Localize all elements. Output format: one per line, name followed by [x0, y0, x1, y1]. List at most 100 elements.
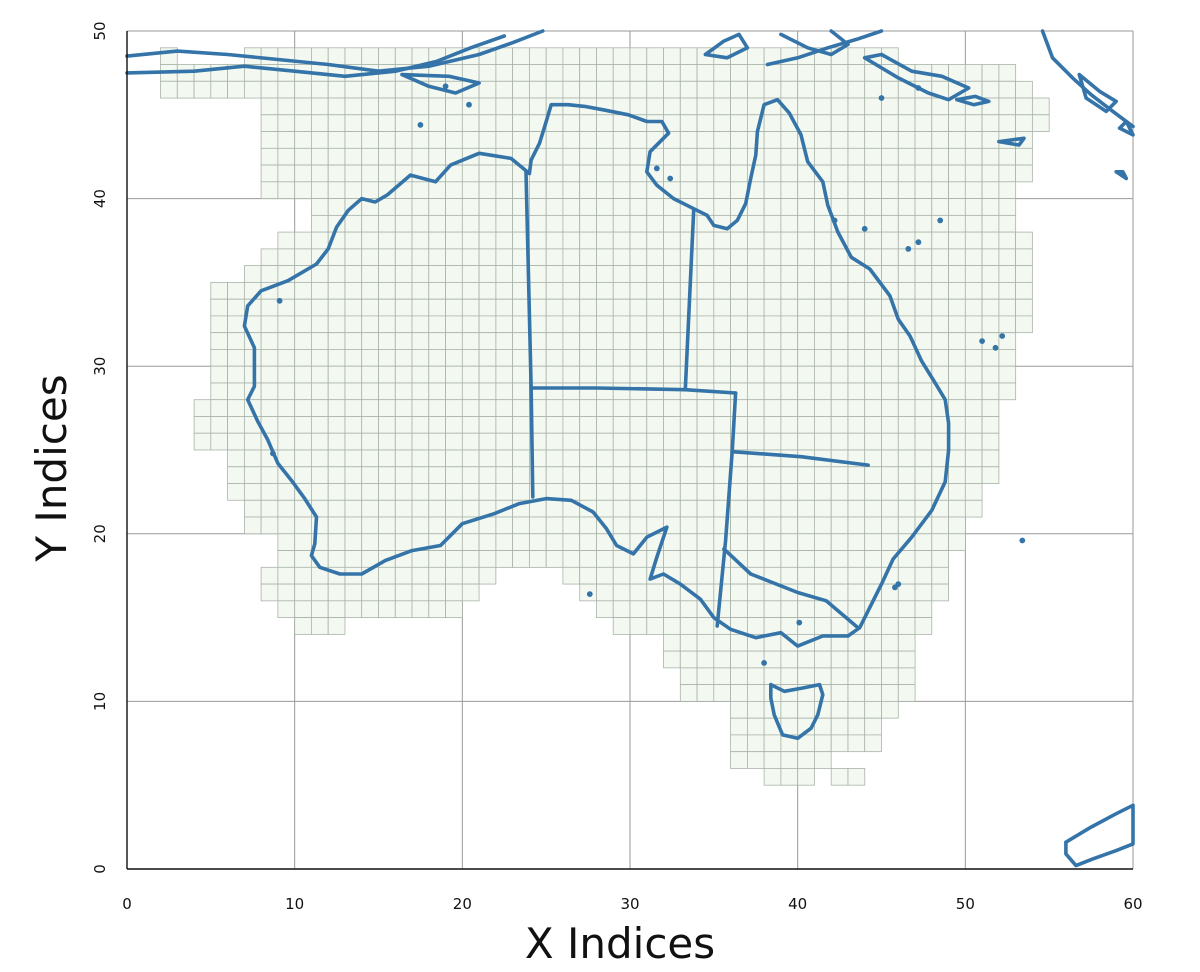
grid-cell — [814, 298, 832, 317]
grid-cell — [277, 348, 296, 367]
grid-cell — [344, 332, 363, 350]
grid-cell — [646, 298, 664, 317]
grid-cell — [545, 365, 564, 384]
grid-cell — [847, 164, 866, 183]
grid-cell — [730, 483, 748, 501]
grid-cell — [260, 332, 279, 350]
grid-cell — [612, 416, 631, 434]
grid-cell — [612, 164, 631, 183]
grid-cell — [327, 131, 346, 149]
grid-cell — [713, 315, 731, 334]
grid-cell — [361, 449, 379, 468]
grid-cell — [847, 348, 866, 367]
x-tick-label: 10 — [285, 895, 304, 913]
grid-cell — [780, 80, 799, 99]
grid-cell — [461, 432, 480, 451]
grid-cell — [612, 214, 631, 233]
grid-cell — [361, 416, 379, 434]
grid-cell — [394, 583, 413, 602]
y-axis-title: Y Indices — [27, 374, 76, 562]
grid-cell — [881, 399, 899, 417]
grid-cell — [1015, 281, 1033, 300]
grid-cell — [629, 64, 648, 82]
grid-cell — [461, 566, 480, 585]
grid-cell — [864, 701, 882, 719]
grid-cell — [378, 315, 396, 334]
grid-cell — [663, 231, 681, 250]
grid-cell — [747, 214, 765, 233]
grid-cell — [394, 47, 413, 65]
grid-cell — [830, 650, 849, 669]
grid-cell — [679, 231, 698, 250]
x-tick-label: 0 — [122, 895, 132, 913]
grid-cell — [294, 416, 312, 434]
grid-cell — [294, 550, 312, 568]
grid-cell — [847, 466, 866, 484]
grid-cell — [428, 600, 446, 618]
grid-cell — [344, 315, 363, 334]
x-tick-label: 40 — [788, 895, 807, 913]
grid-cell — [998, 114, 1017, 132]
grid-cell — [830, 734, 849, 753]
grid-cell — [663, 147, 681, 166]
grid-cell — [260, 566, 279, 585]
grid-cell — [411, 516, 430, 535]
grid-cell — [629, 298, 648, 317]
grid-cell — [847, 516, 866, 535]
grid-cell — [713, 97, 731, 116]
grid-cell — [294, 298, 312, 317]
grid-cell — [830, 550, 849, 568]
grid-cell — [579, 315, 597, 334]
grid-cell — [562, 449, 581, 468]
grid-cell — [814, 214, 832, 233]
grid-cell — [830, 348, 849, 367]
grid-cell — [964, 131, 983, 149]
grid-cell — [378, 416, 396, 434]
grid-cell — [763, 365, 782, 384]
grid-cell — [646, 198, 664, 216]
grid-cell — [780, 533, 799, 551]
grid-cell — [797, 768, 815, 786]
grid-cell — [830, 315, 849, 334]
grid-cell — [864, 684, 882, 702]
grid-cell — [964, 114, 983, 132]
grid-cell — [864, 248, 882, 267]
grid-cell — [780, 348, 799, 367]
grid-cell — [797, 181, 815, 199]
grid-cell — [495, 516, 514, 535]
grid-cell — [478, 566, 497, 585]
grid-cell — [294, 231, 312, 250]
grid-cell — [663, 80, 681, 99]
grid-cell — [713, 600, 731, 618]
grid-cell — [797, 382, 815, 401]
grid-cell — [663, 382, 681, 401]
grid-cell — [495, 281, 514, 300]
grid-cell — [881, 382, 899, 401]
grid-cell — [344, 47, 363, 65]
grid-cell — [310, 432, 329, 451]
grid-cell — [981, 248, 1000, 267]
grid-cell — [478, 281, 497, 300]
grid-cell — [964, 382, 983, 401]
grid-cell — [679, 365, 698, 384]
grid-cell — [864, 432, 882, 451]
grid-cell — [847, 281, 866, 300]
grid-cell — [327, 147, 346, 166]
grid-cell — [730, 281, 748, 300]
grid-cell — [411, 198, 430, 216]
grid-cell — [461, 483, 480, 501]
islet-marker — [915, 239, 922, 246]
grid-cell — [310, 449, 329, 468]
northern-landmass-coastline — [1114, 170, 1129, 181]
grid-cell — [428, 432, 446, 451]
grid-cell — [981, 281, 1000, 300]
grid-cell — [579, 332, 597, 350]
grid-cell — [327, 348, 346, 367]
grid-cell — [864, 298, 882, 317]
grid-cell — [747, 751, 765, 769]
grid-cell — [277, 382, 296, 401]
grid-cell — [730, 147, 748, 166]
grid-cell — [931, 281, 949, 300]
grid-cell — [445, 600, 463, 618]
grid-cell — [260, 365, 279, 384]
